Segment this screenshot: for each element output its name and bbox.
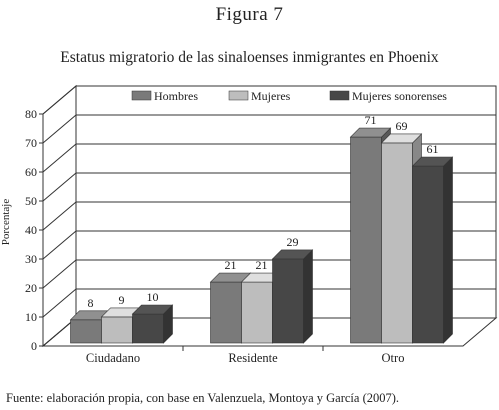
y-tick-label: 10: [25, 310, 37, 324]
gridline-diagonal: [42, 288, 77, 318]
gridline-diagonal: [42, 143, 77, 173]
bar-top: [271, 249, 314, 260]
data-label: 71: [365, 113, 377, 127]
x-tick-label: Residente: [228, 351, 278, 365]
bar: [132, 313, 164, 344]
y-tick-label: 80: [25, 107, 37, 121]
legend-entry: Mujeres: [251, 89, 291, 103]
gridline-diagonal: [42, 201, 77, 231]
y-tick-label: 50: [25, 194, 37, 208]
source-note: Fuente: elaboración propia, con base en …: [6, 391, 400, 405]
bar: [210, 281, 242, 344]
bar: [272, 258, 304, 344]
y-tick-label: 20: [25, 281, 37, 295]
y-tick-label: 70: [25, 136, 37, 150]
gridline-diagonal: [42, 114, 77, 144]
bar: [70, 319, 102, 344]
y-tick-label: 30: [25, 252, 37, 266]
bar-top: [349, 127, 392, 138]
labels-layer: 0 10 20 30 40 50 60 70 80 Ciudadano Residente Otro 8…: [25, 107, 439, 365]
bar: [241, 281, 273, 344]
chart-title: Estatus migratorio de las sinaloenses in…: [60, 49, 439, 66]
bar-chart: 0 10 20 30 40 50 60 70 80 Ciudadano Residente Otro 8…: [0, 84, 498, 365]
gridline-diagonal: [42, 85, 77, 115]
y-axis-label: Porcentaje: [0, 199, 12, 246]
legend-entry: Mujeres sonorenses: [352, 89, 447, 103]
y-tick-label: 60: [25, 165, 37, 179]
data-label: 21: [256, 258, 268, 272]
y-tick-label: 0: [31, 339, 37, 353]
data-label: 10: [147, 290, 159, 304]
gridline-diagonal: [42, 259, 77, 289]
x-tick-label: Ciudadano: [86, 351, 140, 365]
bar-top: [380, 133, 423, 144]
figure-label: Figura 7: [215, 4, 284, 25]
legend-swatch: [329, 90, 350, 101]
data-label: 21: [225, 258, 237, 272]
legend-swatch: [228, 90, 249, 101]
data-label: 8: [88, 296, 94, 310]
legend-entry: Hombres: [154, 89, 198, 103]
x-tick-label: Otro: [382, 351, 405, 365]
legend-swatch: [131, 90, 152, 101]
data-label: 61: [427, 142, 439, 156]
bar-top: [411, 156, 454, 167]
gridline-diagonal: [42, 230, 77, 260]
data-label: 69: [396, 119, 408, 133]
bar-side: [303, 249, 313, 344]
bar-side: [443, 156, 453, 344]
bar: [101, 316, 133, 344]
legend: Hombres Mujeres Mujeres sonorenses: [131, 89, 447, 103]
bar-top: [131, 304, 174, 315]
bars-layer: [69, 127, 454, 344]
data-label: 29: [287, 235, 299, 249]
bar: [381, 142, 413, 344]
gridline-diagonal: [42, 172, 77, 202]
bar: [412, 165, 444, 344]
data-label: 9: [119, 293, 125, 307]
y-tick-label: 40: [25, 223, 37, 237]
bar: [350, 136, 382, 344]
